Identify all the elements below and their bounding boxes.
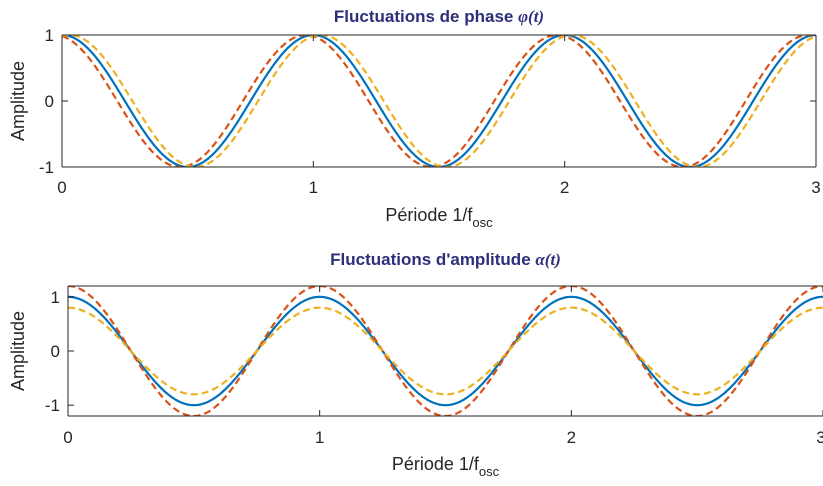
chart1-series-group (62, 35, 816, 167)
chart1-title: Fluctuations de phase φ(t) (334, 7, 544, 26)
chart2-series-line-2 (68, 286, 823, 416)
chart2-x-axis-label: Période 1/fosc (392, 454, 500, 479)
chart2-y-tick-label-2: 1 (51, 288, 60, 307)
chart2-x-tick-label-0: 0 (63, 428, 72, 447)
chart1-series-line-3 (62, 35, 816, 167)
chart2-x-axis-label-sub: osc (479, 464, 500, 479)
chart1-x-tick-label-2: 2 (560, 178, 569, 197)
chart1-series-line-1 (62, 35, 816, 167)
chart1-y-tick-label-1: 0 (45, 92, 54, 111)
chart1-y-axis-label: Amplitude (8, 61, 28, 141)
chart1-x-tick-label-0: 0 (57, 178, 66, 197)
chart1-title-symbol: φ(t) (518, 7, 544, 26)
chart1-x-axis-label: Période 1/fosc (385, 205, 493, 230)
chart1-y-tick-label-0: -1 (39, 158, 54, 177)
chart2-title-text: Fluctuations d'amplitude (330, 250, 535, 269)
chart2-series-group (68, 286, 823, 416)
chart1-series-line-2 (62, 35, 816, 167)
chart1-y-tick-label-2: 1 (45, 26, 54, 45)
chart1-x-tick-label-3: 3 (811, 178, 820, 197)
chart1-x-axis-label-sub: osc (472, 215, 493, 230)
chart2-x-tick-label-2: 2 (567, 428, 576, 447)
chart2-x-tick-label-1: 1 (315, 428, 324, 447)
chart1-title-text: Fluctuations de phase (334, 7, 518, 26)
chart2-title: Fluctuations d'amplitude α(t) (330, 250, 561, 269)
chart1-x-axis-label-main: Période 1/f (385, 205, 473, 225)
chart2-x-axis-label-main: Période 1/f (392, 454, 480, 474)
chart2-series-line-1 (68, 295, 823, 407)
chart2-x-tick-label-3: 3 (816, 428, 823, 447)
chart2-title-symbol: α(t) (535, 250, 560, 269)
chart1-x-tick-label-1: 1 (309, 178, 318, 197)
chart2-y-tick-label-1: 0 (51, 342, 60, 361)
chart2-y-axis-label: Amplitude (8, 311, 28, 391)
chart2-series-line-3 (68, 306, 823, 396)
chart2-y-tick-label-0: -1 (45, 396, 60, 415)
chart2-plot: Fluctuations d'amplitude α(t)0 1 2 3-101Amp… (8, 250, 823, 479)
chart1-plot: Fluctuations de phase φ(t)0 1 2 3-101Amplit… (8, 7, 821, 230)
